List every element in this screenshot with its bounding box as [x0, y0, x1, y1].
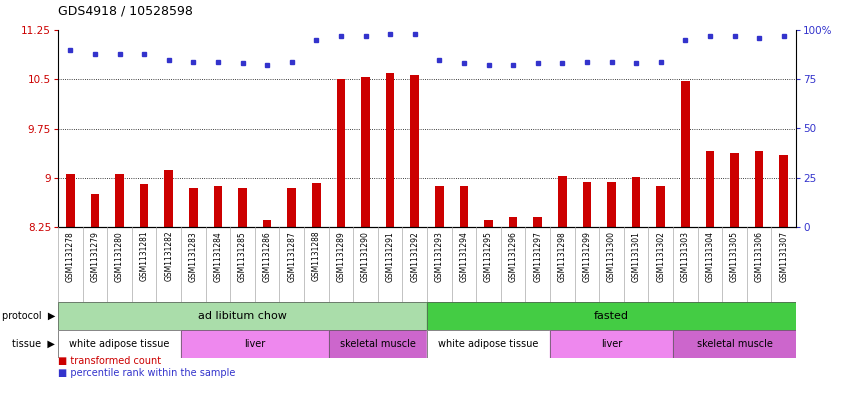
Text: GSM1131304: GSM1131304	[706, 231, 714, 282]
Text: GSM1131302: GSM1131302	[656, 231, 665, 282]
Text: GDS4918 / 10528598: GDS4918 / 10528598	[58, 4, 193, 17]
Bar	[673, 330, 796, 358]
Text: GSM1131287: GSM1131287	[287, 231, 296, 281]
Text: GSM1131279: GSM1131279	[91, 231, 99, 282]
Text: GSM1131297: GSM1131297	[533, 231, 542, 282]
Bar	[312, 183, 321, 227]
Bar	[58, 302, 427, 330]
Bar	[607, 182, 616, 227]
Text: GSM1131301: GSM1131301	[632, 231, 640, 282]
Text: ■ transformed count: ■ transformed count	[58, 356, 161, 366]
Text: white adipose tissue: white adipose tissue	[438, 339, 539, 349]
Bar	[410, 75, 419, 227]
Bar	[427, 302, 796, 330]
Bar	[508, 217, 518, 227]
Text: fasted: fasted	[594, 311, 629, 321]
Text: liver: liver	[601, 339, 622, 349]
Bar	[583, 182, 591, 227]
Text: GSM1131290: GSM1131290	[361, 231, 370, 282]
Bar	[779, 155, 788, 227]
Bar	[730, 153, 739, 227]
Bar	[181, 330, 328, 358]
Text: GSM1131291: GSM1131291	[386, 231, 394, 281]
Text: GSM1131280: GSM1131280	[115, 231, 124, 281]
Bar	[361, 77, 370, 227]
Text: skeletal muscle: skeletal muscle	[340, 339, 415, 349]
Bar	[328, 330, 427, 358]
Text: GSM1131281: GSM1131281	[140, 231, 149, 281]
Bar	[558, 176, 567, 227]
Text: GSM1131298: GSM1131298	[558, 231, 567, 281]
Bar	[533, 217, 542, 227]
Bar	[328, 330, 427, 358]
Bar	[288, 188, 296, 227]
Text: skeletal muscle: skeletal muscle	[696, 339, 772, 349]
Bar	[263, 220, 272, 227]
Text: GSM1131307: GSM1131307	[779, 231, 788, 282]
Text: GSM1131300: GSM1131300	[607, 231, 616, 282]
Bar	[189, 187, 198, 227]
Text: GSM1131305: GSM1131305	[730, 231, 739, 282]
Text: GSM1131284: GSM1131284	[213, 231, 222, 281]
Text: GSM1131286: GSM1131286	[262, 231, 272, 281]
Bar	[632, 177, 640, 227]
Text: GSM1131292: GSM1131292	[410, 231, 420, 281]
Bar	[681, 81, 689, 227]
Text: liver: liver	[244, 339, 266, 349]
Bar	[213, 186, 222, 227]
Bar	[550, 330, 673, 358]
Text: white adipose tissue: white adipose tissue	[69, 339, 170, 349]
Bar	[427, 330, 550, 358]
Text: GSM1131282: GSM1131282	[164, 231, 173, 281]
Bar	[140, 184, 148, 227]
Text: GSM1131294: GSM1131294	[459, 231, 469, 282]
Text: GSM1131299: GSM1131299	[582, 231, 591, 282]
Text: GSM1131278: GSM1131278	[66, 231, 74, 281]
Text: protocol  ▶: protocol ▶	[2, 311, 55, 321]
Bar	[386, 73, 394, 227]
Text: GSM1131293: GSM1131293	[435, 231, 444, 282]
Text: GSM1131306: GSM1131306	[755, 231, 764, 282]
Bar	[58, 302, 427, 330]
Text: GSM1131295: GSM1131295	[484, 231, 493, 282]
Bar	[484, 220, 493, 227]
Bar	[656, 185, 665, 227]
Bar	[673, 330, 796, 358]
Bar	[91, 194, 99, 227]
Bar	[755, 151, 763, 227]
Bar	[66, 174, 74, 227]
Text: ad libitum chow: ad libitum chow	[198, 311, 287, 321]
Bar	[427, 302, 796, 330]
Bar	[181, 330, 328, 358]
Bar	[115, 174, 124, 227]
Bar	[706, 151, 714, 227]
Bar	[427, 330, 550, 358]
Bar	[239, 188, 247, 227]
Text: ■ percentile rank within the sample: ■ percentile rank within the sample	[58, 368, 235, 378]
Text: GSM1131303: GSM1131303	[681, 231, 689, 282]
Bar	[58, 330, 181, 358]
Text: GSM1131289: GSM1131289	[337, 231, 345, 281]
Text: GSM1131285: GSM1131285	[238, 231, 247, 281]
Text: tissue  ▶: tissue ▶	[12, 339, 55, 349]
Bar	[550, 330, 673, 358]
Bar	[435, 186, 443, 227]
Bar	[459, 186, 468, 227]
Bar	[58, 330, 181, 358]
Text: GSM1131288: GSM1131288	[312, 231, 321, 281]
Text: GSM1131283: GSM1131283	[189, 231, 198, 281]
Bar	[337, 79, 345, 227]
Text: GSM1131296: GSM1131296	[508, 231, 518, 282]
Bar	[164, 170, 173, 227]
